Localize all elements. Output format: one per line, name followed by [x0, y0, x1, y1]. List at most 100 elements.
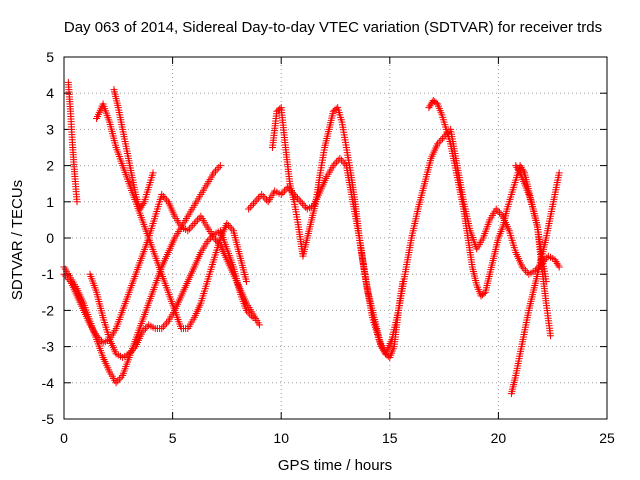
- data-point: [259, 192, 267, 200]
- data-point: [555, 169, 563, 177]
- data-point: [158, 325, 166, 332]
- y-tick-label: 5: [46, 49, 54, 65]
- data-point: [547, 332, 555, 340]
- data-point: [329, 162, 337, 170]
- data-point: [139, 200, 147, 208]
- data-point: [203, 238, 211, 246]
- y-tick-label: -1: [42, 266, 55, 282]
- data-point: [208, 232, 216, 240]
- data-point: [331, 160, 339, 168]
- data-point: [159, 323, 167, 331]
- data-point: [161, 194, 169, 202]
- data-point: [115, 375, 123, 383]
- data-point: [125, 350, 133, 358]
- grid-lines: [64, 57, 607, 419]
- data-point: [434, 140, 442, 148]
- data-point: [225, 221, 233, 229]
- data-point: [249, 314, 257, 322]
- data-point: [140, 326, 148, 334]
- data-point: [245, 205, 253, 213]
- x-tick-label: 25: [599, 430, 615, 446]
- data-point: [298, 200, 306, 208]
- x-tick-label: 20: [491, 430, 507, 446]
- data-point: [378, 344, 386, 352]
- y-tick-label: 4: [46, 85, 54, 101]
- data-point: [377, 343, 385, 351]
- data-point: [223, 220, 231, 228]
- data-point: [138, 328, 146, 336]
- data-point: [425, 104, 433, 112]
- data-point: [112, 379, 120, 387]
- data-point: [261, 194, 269, 202]
- data-point: [128, 346, 136, 354]
- data-point: [117, 373, 125, 381]
- data-point: [159, 192, 167, 200]
- data-point: [127, 348, 135, 356]
- x-tick-label: 5: [169, 430, 177, 446]
- data-point: [520, 265, 528, 273]
- axis-ticks: 0 5 10 15 20 25 -5 -4 -3 -2 -1 0 1 2 3 4 5: [42, 49, 615, 446]
- data-point: [253, 196, 261, 204]
- data-point: [213, 165, 221, 173]
- data-point: [137, 203, 145, 211]
- data-point: [333, 158, 341, 166]
- data-point: [141, 325, 149, 332]
- data-point: [244, 308, 252, 316]
- data-point: [192, 218, 200, 226]
- data-point: [513, 163, 521, 171]
- data-point: [205, 236, 213, 244]
- data-point: [189, 221, 197, 229]
- data-point: [515, 167, 523, 175]
- data-point: [211, 236, 219, 244]
- data-point: [143, 323, 151, 331]
- y-tick-label: 1: [46, 194, 54, 210]
- data-point: [426, 102, 434, 110]
- y-axis-label: SDTVAR / TECUs: [9, 180, 26, 300]
- data-point: [277, 191, 285, 199]
- data-point: [254, 194, 262, 202]
- data-point: [555, 263, 563, 271]
- data-point: [341, 160, 349, 168]
- data-point: [73, 198, 81, 206]
- data-point: [255, 321, 263, 329]
- chart-title: Day 063 of 2014, Sidereal Day-to-day VTE…: [64, 19, 602, 36]
- data-point: [194, 216, 202, 224]
- data-point: [248, 201, 256, 209]
- data-point: [246, 203, 254, 211]
- data-point: [276, 105, 284, 113]
- data-point: [251, 198, 259, 206]
- data-point: [226, 223, 234, 231]
- data-point: [495, 209, 503, 217]
- data-point: [211, 167, 219, 175]
- data-point: [163, 196, 171, 204]
- data-point: [438, 134, 446, 142]
- data-point: [399, 277, 407, 285]
- data-point: [163, 319, 171, 327]
- data-point: [297, 198, 305, 206]
- data-point: [512, 162, 520, 170]
- y-tick-label: 0: [46, 230, 54, 246]
- data-point: [514, 165, 522, 173]
- y-tick-label: -4: [42, 375, 55, 391]
- data-point: [337, 156, 345, 164]
- data-point: [136, 205, 144, 213]
- data-point: [242, 277, 250, 285]
- data-point: [522, 267, 530, 275]
- data-point: [518, 263, 526, 271]
- data-point: [149, 169, 157, 177]
- x-axis-label: GPS time / hours: [278, 457, 392, 474]
- data-point: [437, 136, 445, 144]
- data-point: [336, 154, 344, 162]
- y-tick-label: 2: [46, 158, 54, 174]
- data-point: [339, 158, 347, 166]
- data-point: [114, 377, 122, 385]
- data-point: [138, 201, 146, 209]
- y-tick-label: -5: [42, 411, 55, 427]
- data-point: [258, 191, 266, 199]
- data-point: [228, 225, 236, 233]
- data-points: [60, 78, 563, 398]
- data-point: [242, 306, 250, 314]
- data-point: [184, 227, 192, 235]
- data-point: [494, 207, 502, 215]
